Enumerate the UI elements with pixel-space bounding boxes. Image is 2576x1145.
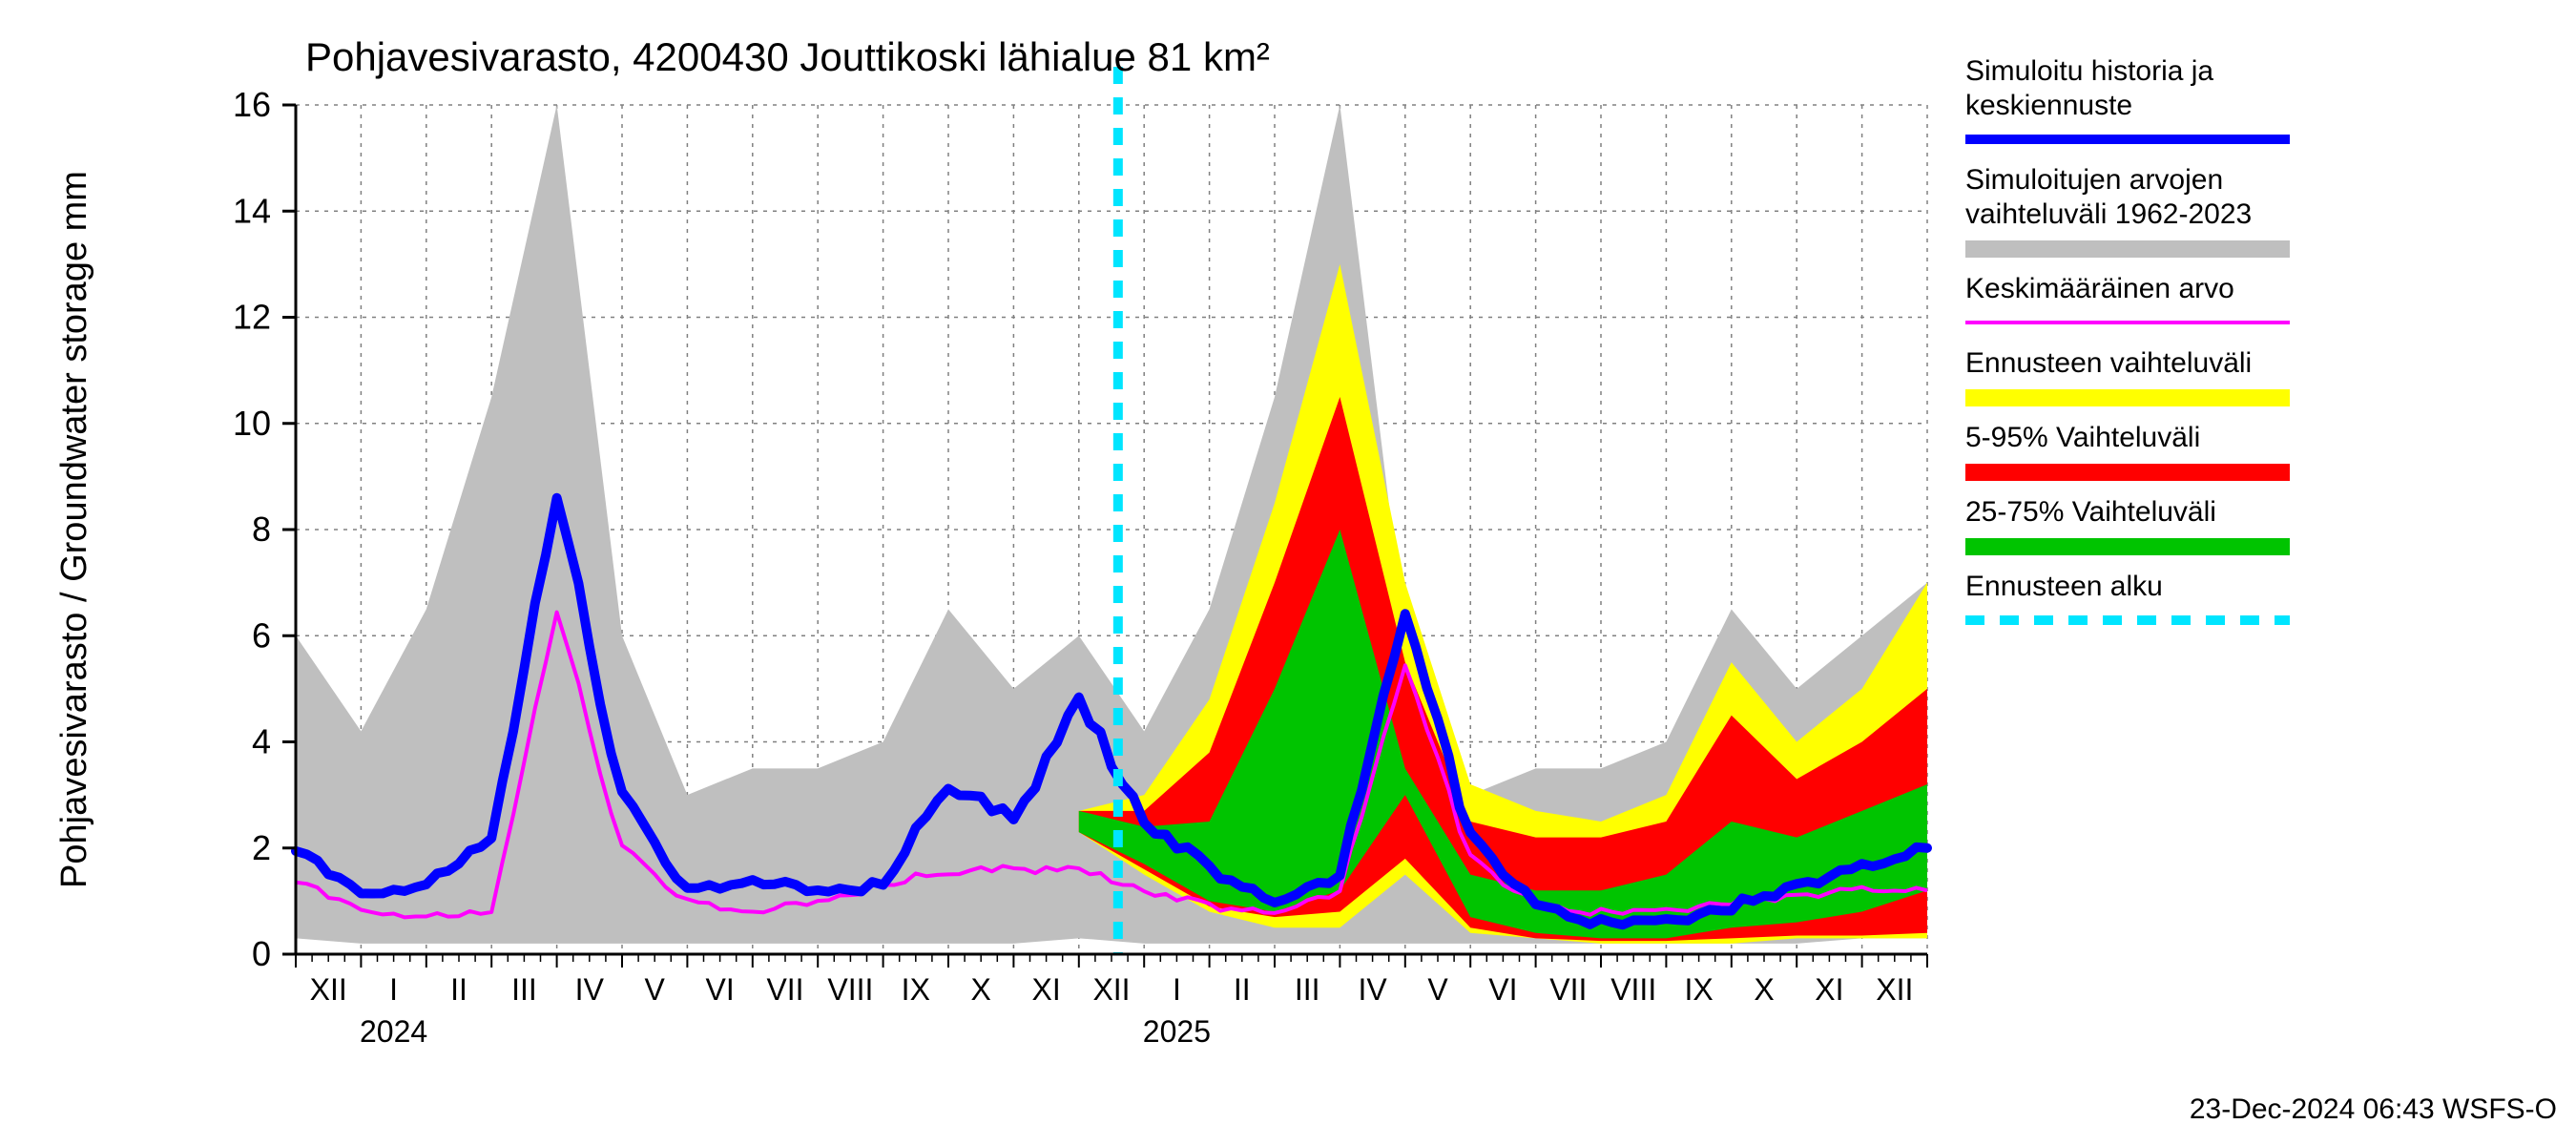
x-month-label: XII [1092, 972, 1130, 1007]
x-month-label: II [450, 972, 467, 1007]
legend-label: Keskimääräinen arvo [1965, 273, 2234, 304]
y-tick-label: 10 [233, 404, 271, 443]
x-month-label: XII [310, 972, 347, 1007]
x-month-label: I [389, 972, 398, 1007]
chart-svg: 0246810121416XIIIIIIIIIVVVIVIIVIIIIXXXIX… [0, 0, 2576, 1145]
x-month-label: V [645, 972, 666, 1007]
x-month-label: XI [1815, 972, 1843, 1007]
x-month-label: V [1427, 972, 1448, 1007]
x-month-label: IX [902, 972, 930, 1007]
x-month-label: XII [1876, 972, 1913, 1007]
legend-label: Ennusteen vaihteluväli [1965, 347, 2252, 379]
y-tick-label: 6 [252, 615, 271, 655]
legend-label: keskiennuste [1965, 90, 2132, 121]
x-month-label: X [971, 972, 991, 1007]
x-month-label: X [1754, 972, 1774, 1007]
chart-title: Pohjavesivarasto, 4200430 Jouttikoski lä… [305, 34, 1270, 79]
x-month-label: I [1173, 972, 1181, 1007]
x-month-label: VIII [1610, 972, 1656, 1007]
legend-label: Simuloitu historia ja [1965, 55, 2213, 87]
x-year-label: 2025 [1143, 1014, 1211, 1049]
legend-swatch [1965, 464, 2290, 481]
y-tick-label: 16 [233, 85, 271, 124]
x-month-label: VI [705, 972, 734, 1007]
x-month-label: III [511, 972, 537, 1007]
x-month-label: VII [766, 972, 803, 1007]
legend-swatch [1965, 240, 2290, 258]
x-month-label: II [1234, 972, 1251, 1007]
y-tick-label: 14 [233, 191, 271, 230]
x-month-label: VIII [827, 972, 873, 1007]
x-month-label: VI [1488, 972, 1517, 1007]
y-tick-label: 0 [252, 934, 271, 973]
legend-label: 5-95% Vaihteluväli [1965, 422, 2200, 453]
groundwater-chart: 0246810121416XIIIIIIIIIVVVIVIIVIIIIXXXIX… [0, 0, 2576, 1145]
x-year-label: 2024 [360, 1014, 427, 1049]
legend-label: vaihteluväli 1962-2023 [1965, 198, 2252, 230]
chart-footer: 23-Dec-2024 06:43 WSFS-O [2190, 1093, 2557, 1125]
legend-label: Ennusteen alku [1965, 571, 2163, 602]
legend-label: 25-75% Vaihteluväli [1965, 496, 2216, 528]
x-month-label: IV [1358, 972, 1387, 1007]
legend-swatch [1965, 538, 2290, 555]
x-month-label: III [1295, 972, 1320, 1007]
y-tick-label: 4 [252, 722, 271, 761]
legend-label: Simuloitujen arvojen [1965, 164, 2223, 196]
x-month-label: XI [1031, 972, 1060, 1007]
legend-swatch [1965, 389, 2290, 406]
y-tick-label: 8 [252, 510, 271, 549]
y-tick-label: 12 [233, 298, 271, 337]
y-axis-label: Pohjavesivarasto / Groundwater storage m… [54, 171, 94, 888]
x-month-label: VII [1549, 972, 1587, 1007]
x-month-label: IV [575, 972, 605, 1007]
x-month-label: IX [1684, 972, 1713, 1007]
y-tick-label: 2 [252, 828, 271, 867]
